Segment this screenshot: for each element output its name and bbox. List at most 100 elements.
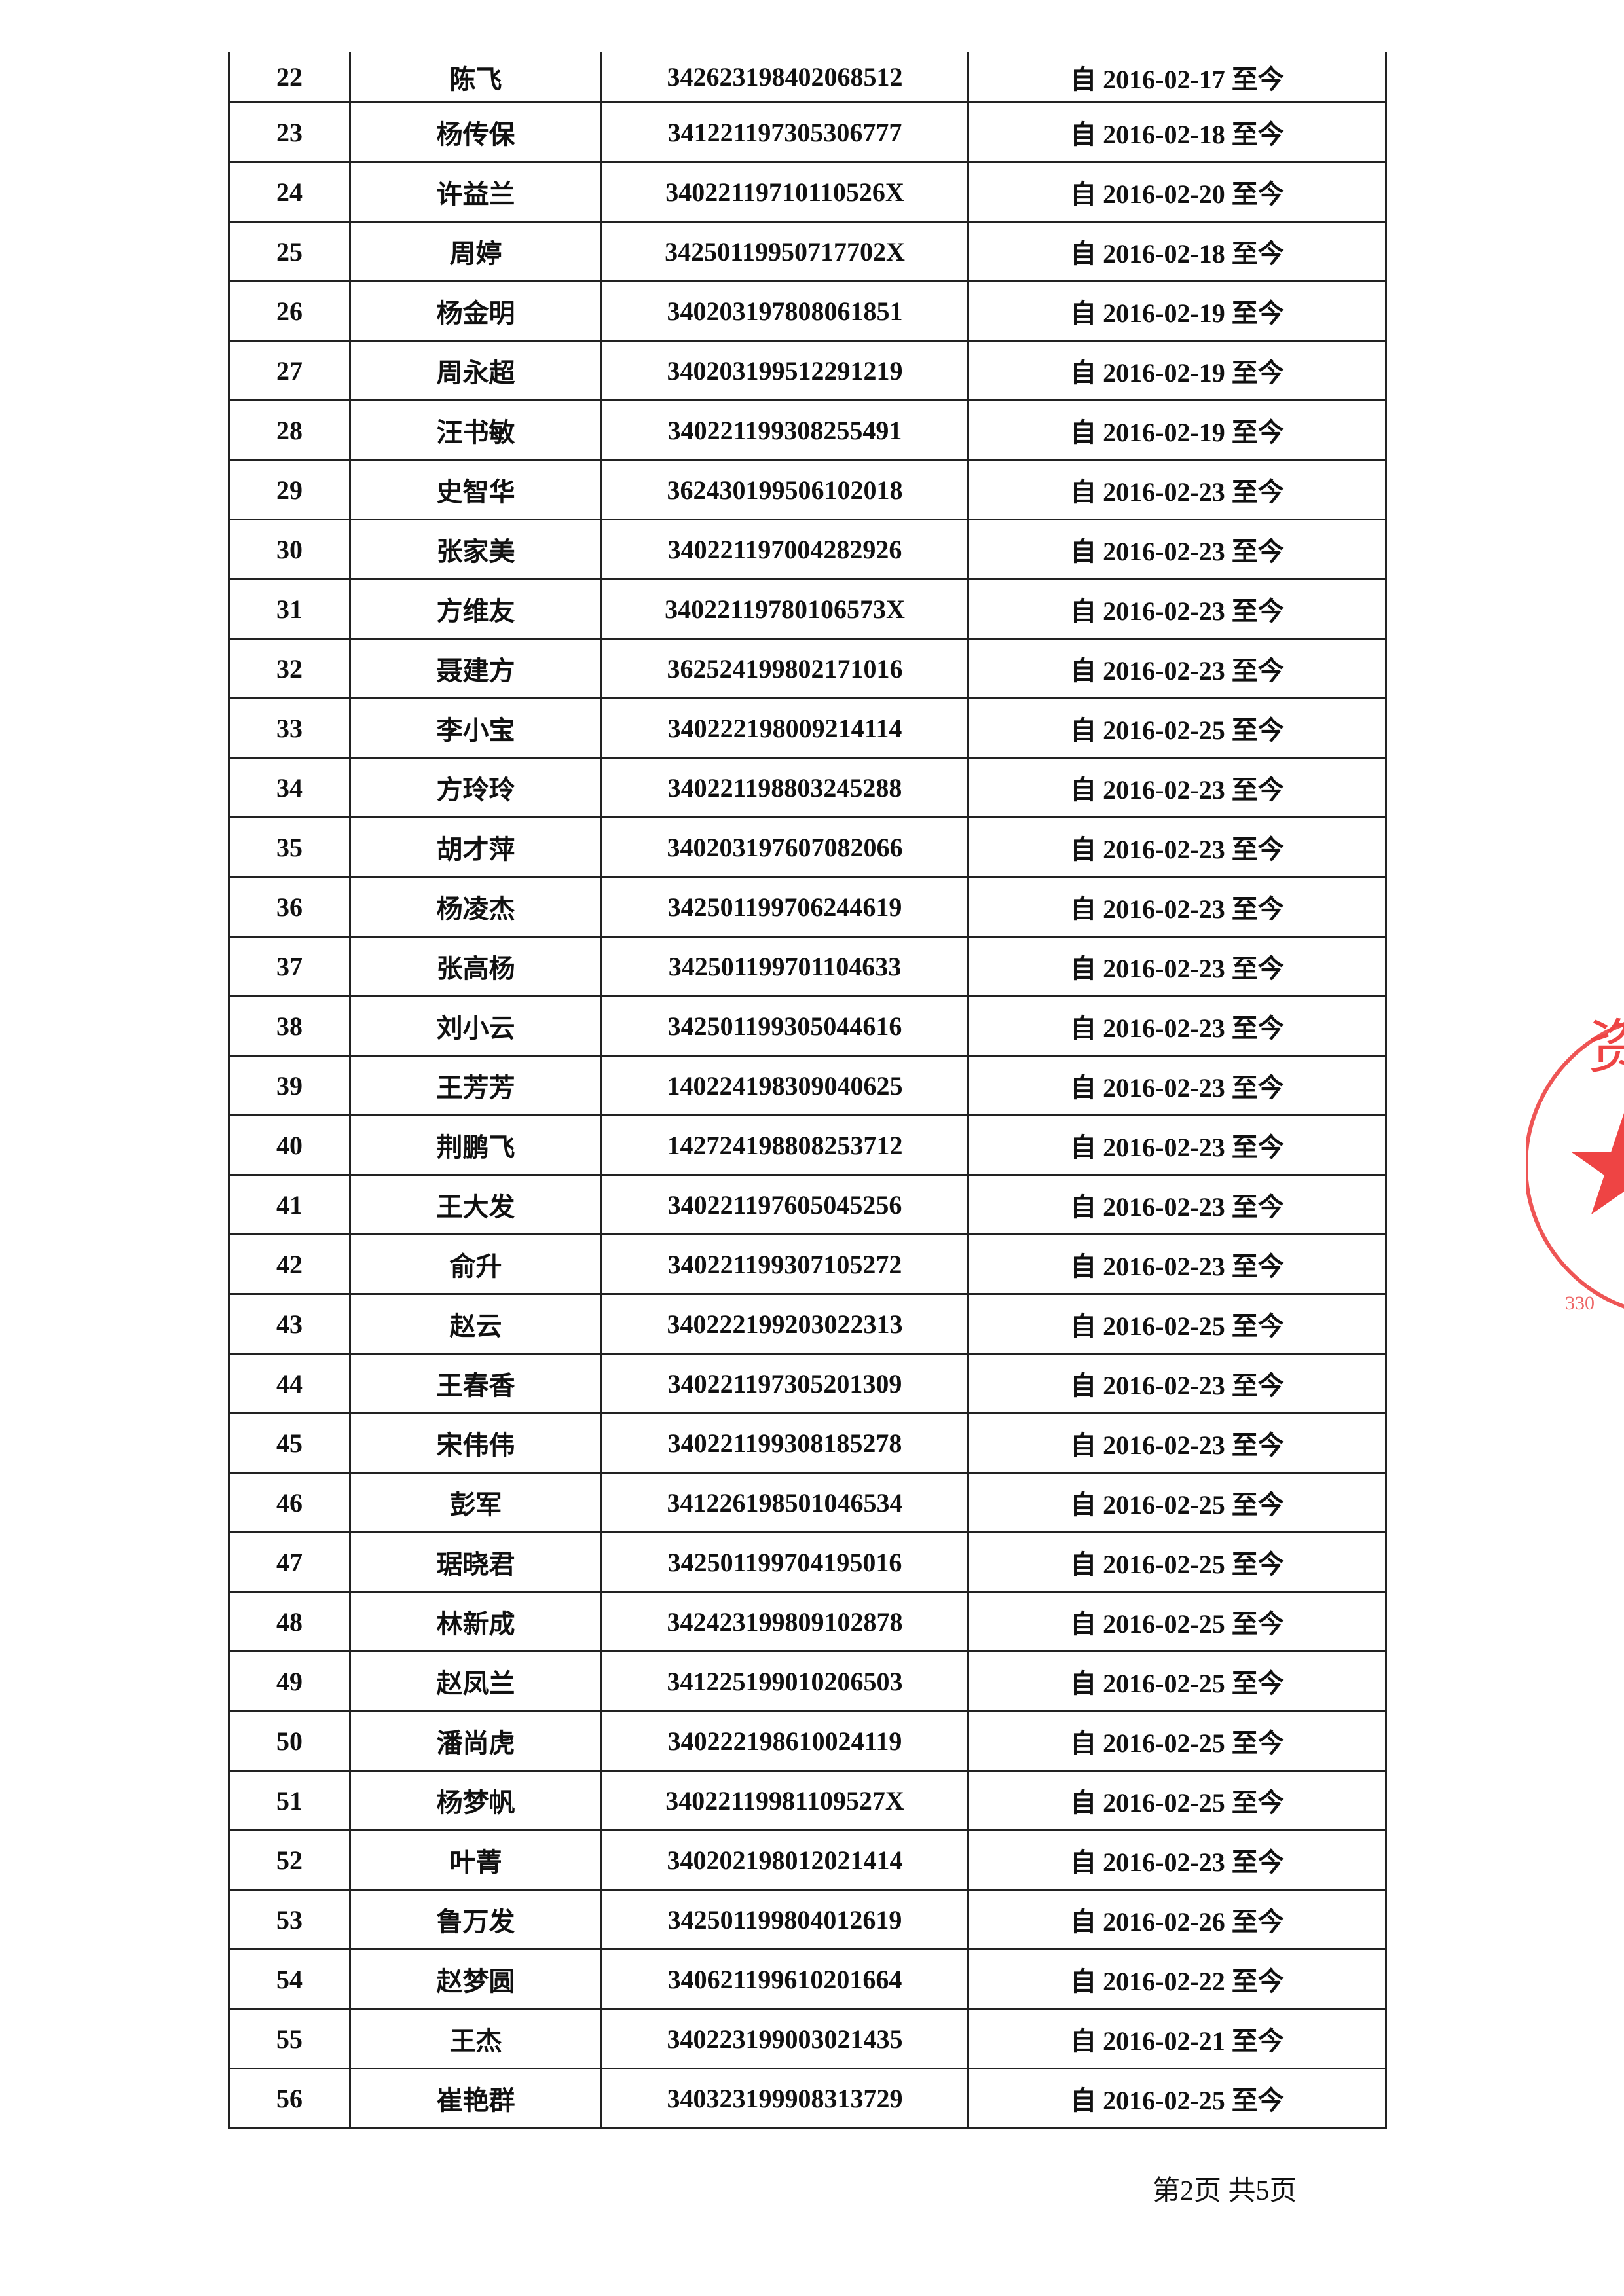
period: 自 2016-02-23 至今	[969, 640, 1387, 697]
row-number: 29	[230, 461, 351, 519]
table-row: 33 李小宝 340222198009214114 自 2016-02-25 至今	[230, 699, 1387, 759]
period: 自 2016-02-18 至今	[969, 103, 1387, 161]
row-number: 42	[230, 1235, 351, 1293]
id-number: 341221197305306777	[602, 103, 969, 161]
period: 自 2016-02-19 至今	[969, 342, 1387, 399]
period: 自 2016-02-25 至今	[969, 699, 1387, 757]
name: 李小宝	[351, 699, 602, 757]
period: 自 2016-02-19 至今	[969, 282, 1387, 340]
row-number: 53	[230, 1891, 351, 1948]
id-number: 340222198610024119	[602, 1712, 969, 1770]
table-row: 31 方维友 34022119780106573X 自 2016-02-23 至今	[230, 580, 1387, 640]
id-number: 34022119780106573X	[602, 580, 969, 638]
name: 方维友	[351, 580, 602, 638]
id-number: 340203197607082066	[602, 818, 969, 876]
row-number: 35	[230, 818, 351, 876]
table-row: 48 林新成 342423199809102878 自 2016-02-25 至今	[230, 1593, 1387, 1652]
period: 自 2016-02-25 至今	[969, 2069, 1387, 2127]
name: 王芳芳	[351, 1057, 602, 1114]
period: 自 2016-02-23 至今	[969, 938, 1387, 995]
table-row: 53 鲁万发 342501199804012619 自 2016-02-26 至今	[230, 1891, 1387, 1950]
row-number: 47	[230, 1533, 351, 1591]
id-number: 340221198803245288	[602, 759, 969, 816]
row-number: 46	[230, 1474, 351, 1531]
row-number: 54	[230, 1950, 351, 2008]
row-number: 41	[230, 1176, 351, 1233]
row-number: 55	[230, 2010, 351, 2068]
name: 张家美	[351, 520, 602, 578]
name: 杨梦帆	[351, 1772, 602, 1829]
id-number: 34022119981109527X	[602, 1772, 969, 1829]
period: 自 2016-02-18 至今	[969, 223, 1387, 280]
id-number: 340221197305201309	[602, 1355, 969, 1412]
name: 杨传保	[351, 103, 602, 161]
id-number: 341225199010206503	[602, 1652, 969, 1710]
name: 胡才萍	[351, 818, 602, 876]
id-number: 340222199203022313	[602, 1295, 969, 1353]
id-number: 342501199305044616	[602, 997, 969, 1055]
name: 崔艳群	[351, 2069, 602, 2127]
id-number: 340202198012021414	[602, 1831, 969, 1889]
table-row: 54 赵梦圆 340621199610201664 自 2016-02-22 至今	[230, 1950, 1387, 2010]
table-row: 49 赵凤兰 341225199010206503 自 2016-02-25 至今	[230, 1652, 1387, 1712]
period: 自 2016-02-23 至今	[969, 1176, 1387, 1233]
id-number: 342501199804012619	[602, 1891, 969, 1948]
period: 自 2016-02-25 至今	[969, 1474, 1387, 1531]
row-number: 25	[230, 223, 351, 280]
row-number: 27	[230, 342, 351, 399]
row-number: 52	[230, 1831, 351, 1889]
table-row: 43 赵云 340222199203022313 自 2016-02-25 至今	[230, 1295, 1387, 1355]
name: 陈飞	[351, 52, 602, 101]
period: 自 2016-02-21 至今	[969, 2010, 1387, 2068]
table-row: 50 潘尚虎 340222198610024119 自 2016-02-25 至今	[230, 1712, 1387, 1772]
period: 自 2016-02-23 至今	[969, 580, 1387, 638]
table-row: 34 方玲玲 340221198803245288 自 2016-02-23 至今	[230, 759, 1387, 818]
name: 王大发	[351, 1176, 602, 1233]
row-number: 50	[230, 1712, 351, 1770]
table-row: 29 史智华 362430199506102018 自 2016-02-23 至今	[230, 461, 1387, 520]
period: 自 2016-02-23 至今	[969, 1057, 1387, 1114]
table-row: 23 杨传保 341221197305306777 自 2016-02-18 至今	[230, 103, 1387, 163]
name: 林新成	[351, 1593, 602, 1650]
table-row: 46 彭军 341226198501046534 自 2016-02-25 至今	[230, 1474, 1387, 1533]
table-row: 25 周婷 34250119950717702X 自 2016-02-18 至今	[230, 223, 1387, 282]
row-number: 33	[230, 699, 351, 757]
stamp-text: 资	[1588, 1015, 1624, 1080]
id-number: 340221199307105272	[602, 1235, 969, 1293]
period: 自 2016-02-22 至今	[969, 1950, 1387, 2008]
row-number: 48	[230, 1593, 351, 1650]
id-number: 342501199704195016	[602, 1533, 969, 1591]
id-number: 342423199809102878	[602, 1593, 969, 1650]
table-row: 42 俞升 340221199307105272 自 2016-02-23 至今	[230, 1235, 1387, 1295]
period: 自 2016-02-23 至今	[969, 1235, 1387, 1293]
row-number: 34	[230, 759, 351, 816]
period: 自 2016-02-23 至今	[969, 997, 1387, 1055]
period: 自 2016-02-26 至今	[969, 1891, 1387, 1948]
period: 自 2016-02-25 至今	[969, 1712, 1387, 1770]
name: 张高杨	[351, 938, 602, 995]
table-row: 47 琚晓君 342501199704195016 自 2016-02-25 至今	[230, 1533, 1387, 1593]
period: 自 2016-02-25 至今	[969, 1295, 1387, 1353]
id-number: 341226198501046534	[602, 1474, 969, 1531]
row-number: 32	[230, 640, 351, 697]
name: 荆鹏飞	[351, 1116, 602, 1174]
table-row: 38 刘小云 342501199305044616 自 2016-02-23 至今	[230, 997, 1387, 1057]
id-number: 340221199308185278	[602, 1414, 969, 1472]
name: 周婷	[351, 223, 602, 280]
stamp: 资 330	[1526, 1015, 1624, 1314]
table-row: 39 王芳芳 140224198309040625 自 2016-02-23 至今	[230, 1057, 1387, 1116]
period: 自 2016-02-23 至今	[969, 1414, 1387, 1472]
name: 刘小云	[351, 997, 602, 1055]
id-number: 340203197808061851	[602, 282, 969, 340]
table-row: 41 王大发 340221197605045256 自 2016-02-23 至今	[230, 1176, 1387, 1235]
table-row: 28 汪书敏 340221199308255491 自 2016-02-19 至今	[230, 401, 1387, 461]
table-row: 44 王春香 340221197305201309 自 2016-02-23 至今	[230, 1355, 1387, 1414]
row-number: 22	[230, 52, 351, 101]
name: 彭军	[351, 1474, 602, 1531]
table: 22 陈飞 342623198402068512 自 2016-02-17 至今 23 杨…	[228, 52, 1387, 2129]
period: 自 2016-02-23 至今	[969, 1831, 1387, 1889]
id-number: 34250119950717702X	[602, 223, 969, 280]
table-row: 24 许益兰 34022119710110526X 自 2016-02-20 至今	[230, 163, 1387, 223]
name: 赵凤兰	[351, 1652, 602, 1710]
row-number: 51	[230, 1772, 351, 1829]
